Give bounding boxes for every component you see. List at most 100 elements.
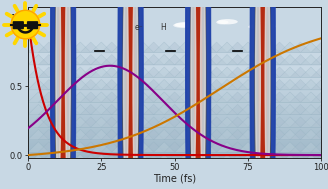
Circle shape	[259, 0, 266, 189]
Circle shape	[66, 0, 70, 125]
Polygon shape	[321, 42, 328, 52]
Circle shape	[259, 0, 266, 186]
Circle shape	[263, 0, 271, 189]
Polygon shape	[49, 117, 70, 127]
Circle shape	[128, 0, 134, 189]
Text: e⁻: e⁻	[135, 23, 144, 32]
Circle shape	[191, 0, 196, 186]
Polygon shape	[112, 142, 133, 152]
Polygon shape	[290, 54, 311, 65]
Circle shape	[132, 0, 138, 185]
Bar	[28, 97, 321, 98]
Polygon shape	[70, 104, 91, 115]
Polygon shape	[49, 67, 70, 77]
Polygon shape	[154, 154, 175, 165]
Bar	[28, 82, 321, 83]
Polygon shape	[300, 79, 321, 90]
Polygon shape	[101, 104, 122, 115]
Polygon shape	[216, 142, 237, 152]
Polygon shape	[227, 129, 248, 140]
Circle shape	[118, 0, 126, 189]
Polygon shape	[38, 54, 59, 65]
Ellipse shape	[175, 22, 204, 28]
Polygon shape	[80, 79, 101, 90]
Bar	[28, 150, 321, 151]
Polygon shape	[70, 92, 91, 102]
Polygon shape	[164, 67, 185, 77]
Polygon shape	[70, 79, 91, 90]
Bar	[28, 119, 321, 120]
Polygon shape	[258, 54, 279, 65]
Circle shape	[255, 0, 262, 189]
Polygon shape	[164, 54, 185, 65]
Polygon shape	[143, 129, 164, 140]
Polygon shape	[206, 42, 227, 52]
Circle shape	[55, 0, 63, 189]
Polygon shape	[248, 154, 269, 165]
Polygon shape	[227, 54, 248, 65]
Polygon shape	[321, 104, 328, 115]
Polygon shape	[49, 54, 70, 65]
Bar	[28, 141, 321, 142]
Bar	[28, 116, 321, 118]
Polygon shape	[143, 142, 164, 152]
Bar	[28, 112, 321, 113]
Polygon shape	[195, 104, 216, 115]
Polygon shape	[185, 129, 206, 140]
Polygon shape	[133, 67, 154, 77]
Polygon shape	[122, 54, 143, 65]
Polygon shape	[185, 154, 206, 165]
Polygon shape	[122, 79, 143, 90]
Bar	[28, 128, 321, 129]
Bar	[28, 103, 321, 104]
Polygon shape	[101, 117, 122, 127]
Bar	[28, 106, 321, 107]
Polygon shape	[321, 129, 328, 140]
Polygon shape	[269, 67, 290, 77]
Bar	[28, 70, 321, 71]
Polygon shape	[59, 42, 80, 52]
Polygon shape	[112, 67, 133, 77]
Polygon shape	[70, 42, 91, 52]
Polygon shape	[248, 92, 269, 102]
Bar	[28, 144, 321, 146]
Polygon shape	[311, 54, 328, 65]
Polygon shape	[279, 142, 300, 152]
Polygon shape	[300, 117, 321, 127]
Polygon shape	[269, 54, 290, 65]
Bar	[28, 121, 321, 122]
Bar	[28, 143, 321, 144]
Polygon shape	[216, 92, 237, 102]
Polygon shape	[279, 92, 300, 102]
Circle shape	[203, 0, 211, 189]
Polygon shape	[154, 104, 175, 115]
FancyBboxPatch shape	[27, 21, 38, 29]
Polygon shape	[59, 154, 80, 165]
Polygon shape	[290, 42, 311, 52]
Polygon shape	[227, 104, 248, 115]
Circle shape	[56, 0, 61, 186]
Circle shape	[198, 0, 206, 189]
Polygon shape	[185, 79, 206, 90]
Polygon shape	[143, 79, 164, 90]
Polygon shape	[174, 142, 195, 152]
Polygon shape	[164, 42, 185, 52]
Polygon shape	[80, 92, 101, 102]
Polygon shape	[59, 129, 80, 140]
Polygon shape	[101, 67, 122, 77]
Polygon shape	[321, 117, 328, 127]
Polygon shape	[154, 92, 175, 102]
Circle shape	[265, 0, 270, 189]
Bar	[28, 88, 321, 89]
Bar	[28, 123, 321, 125]
Polygon shape	[164, 142, 185, 152]
Circle shape	[133, 0, 138, 189]
Circle shape	[124, 0, 128, 131]
Bar	[28, 115, 321, 116]
Polygon shape	[49, 79, 70, 90]
Polygon shape	[133, 104, 154, 115]
Polygon shape	[174, 154, 195, 165]
Polygon shape	[143, 54, 164, 65]
Bar	[28, 118, 321, 119]
Polygon shape	[91, 154, 112, 165]
